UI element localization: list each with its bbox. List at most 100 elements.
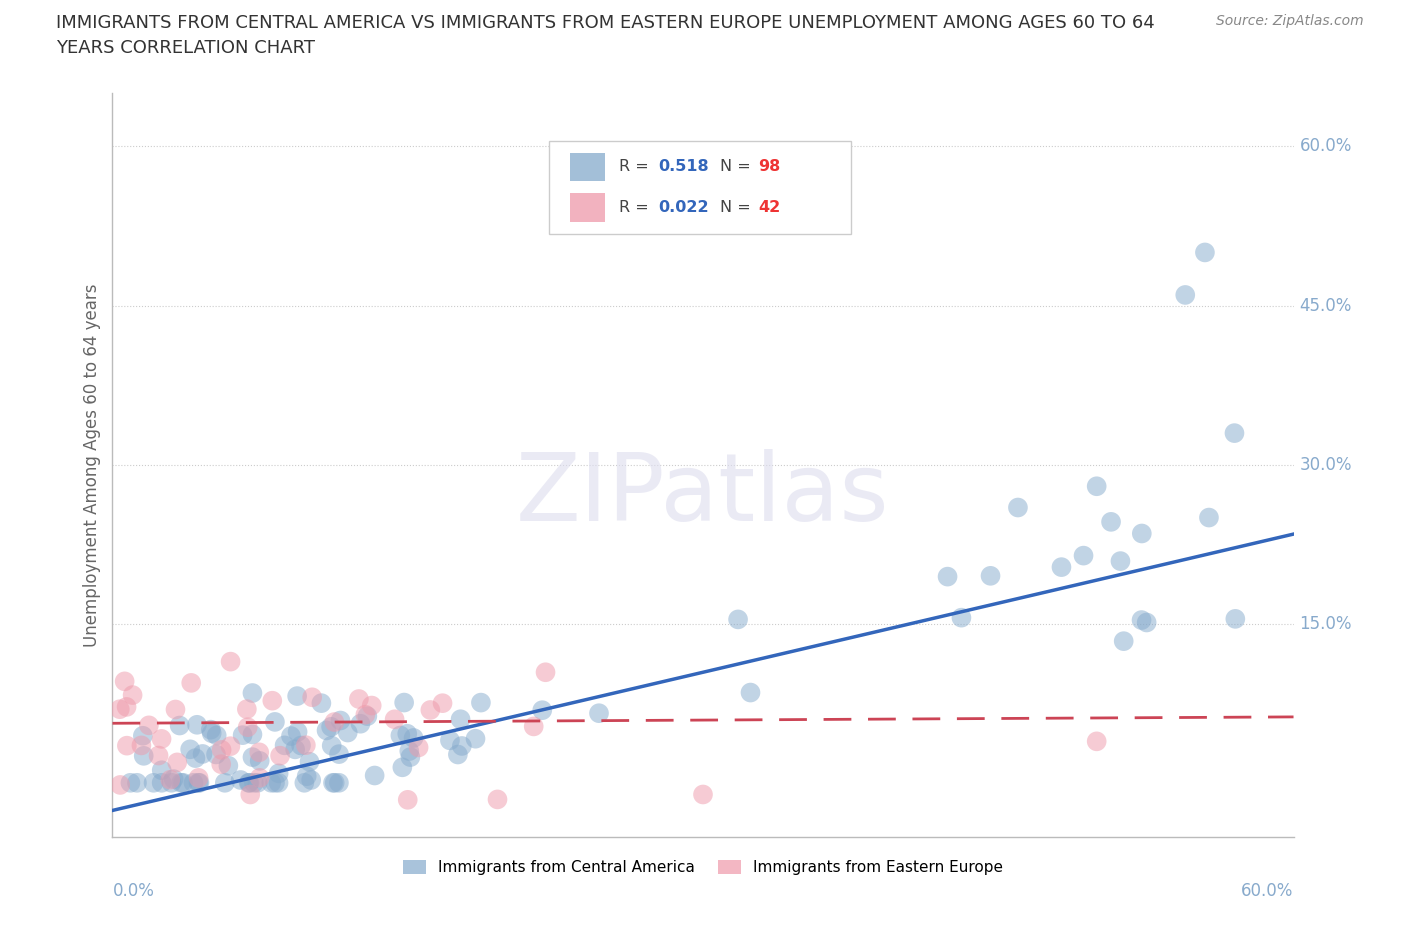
- Point: [299, 773, 322, 788]
- Point: [356, 709, 378, 724]
- Text: 30.0%: 30.0%: [1299, 456, 1353, 474]
- FancyBboxPatch shape: [550, 141, 851, 234]
- Point: [315, 723, 337, 737]
- Point: [402, 730, 425, 745]
- Point: [322, 776, 344, 790]
- Point: [170, 776, 193, 790]
- Text: 0.518: 0.518: [658, 159, 709, 174]
- Point: [205, 728, 228, 743]
- Point: [205, 747, 228, 762]
- Point: [131, 738, 153, 753]
- Point: [692, 787, 714, 802]
- Point: [165, 702, 187, 717]
- Point: [329, 713, 352, 728]
- Point: [183, 776, 205, 790]
- Point: [264, 776, 287, 790]
- Point: [1136, 615, 1159, 630]
- Point: [214, 776, 236, 790]
- Point: [363, 768, 385, 783]
- Point: [1085, 479, 1108, 494]
- Point: [169, 718, 191, 733]
- Text: Source: ZipAtlas.com: Source: ZipAtlas.com: [1216, 14, 1364, 28]
- Point: [132, 728, 155, 743]
- FancyBboxPatch shape: [569, 153, 605, 180]
- Text: N =: N =: [720, 200, 755, 215]
- Point: [132, 749, 155, 764]
- Point: [328, 747, 350, 762]
- Point: [396, 726, 419, 741]
- Point: [188, 776, 211, 790]
- Point: [311, 696, 333, 711]
- Point: [740, 685, 762, 700]
- Point: [531, 703, 554, 718]
- Point: [159, 772, 181, 787]
- Point: [219, 738, 242, 753]
- Point: [1130, 526, 1153, 541]
- Point: [246, 776, 269, 790]
- Point: [727, 612, 749, 627]
- Point: [399, 750, 422, 764]
- Point: [148, 748, 170, 763]
- Point: [298, 754, 321, 769]
- Point: [1073, 548, 1095, 563]
- Text: 45.0%: 45.0%: [1299, 297, 1351, 314]
- Point: [523, 719, 546, 734]
- Point: [292, 776, 315, 790]
- Point: [243, 776, 266, 790]
- Point: [191, 747, 214, 762]
- Point: [273, 737, 295, 752]
- Point: [354, 707, 377, 722]
- Point: [269, 749, 291, 764]
- Point: [236, 702, 259, 717]
- Point: [280, 728, 302, 743]
- Point: [267, 766, 290, 781]
- Point: [229, 773, 252, 788]
- Text: 0.0%: 0.0%: [112, 882, 155, 899]
- Point: [1007, 500, 1029, 515]
- Point: [323, 776, 346, 790]
- Point: [1109, 553, 1132, 568]
- Point: [323, 714, 346, 729]
- Point: [1225, 611, 1247, 626]
- Text: 15.0%: 15.0%: [1299, 616, 1353, 633]
- Point: [138, 718, 160, 733]
- Point: [267, 776, 290, 790]
- Point: [321, 738, 343, 753]
- Point: [247, 745, 270, 760]
- Point: [150, 776, 173, 790]
- Point: [336, 725, 359, 740]
- Point: [349, 716, 371, 731]
- Text: 98: 98: [758, 159, 780, 174]
- Point: [236, 720, 259, 735]
- Point: [115, 738, 138, 753]
- Point: [180, 675, 202, 690]
- Point: [238, 776, 260, 790]
- Point: [209, 757, 232, 772]
- Point: [219, 654, 242, 669]
- Point: [588, 706, 610, 721]
- Point: [249, 753, 271, 768]
- Point: [187, 776, 209, 790]
- Point: [950, 610, 973, 625]
- Legend: Immigrants from Central America, Immigrants from Eastern Europe: Immigrants from Central America, Immigra…: [396, 854, 1010, 882]
- Text: 60.0%: 60.0%: [1241, 882, 1294, 899]
- Point: [392, 695, 415, 710]
- Point: [1174, 287, 1197, 302]
- Point: [262, 693, 284, 708]
- Point: [285, 688, 308, 703]
- Point: [115, 699, 138, 714]
- Point: [108, 702, 131, 717]
- Point: [301, 690, 323, 705]
- Point: [1223, 426, 1246, 441]
- Point: [201, 725, 224, 740]
- Point: [450, 738, 472, 753]
- Point: [1050, 560, 1073, 575]
- Point: [295, 769, 318, 784]
- Text: 0.022: 0.022: [658, 200, 709, 215]
- Point: [470, 695, 492, 710]
- Point: [1099, 514, 1122, 529]
- Point: [200, 723, 222, 737]
- Point: [319, 720, 342, 735]
- Point: [187, 770, 209, 785]
- Text: R =: R =: [619, 159, 654, 174]
